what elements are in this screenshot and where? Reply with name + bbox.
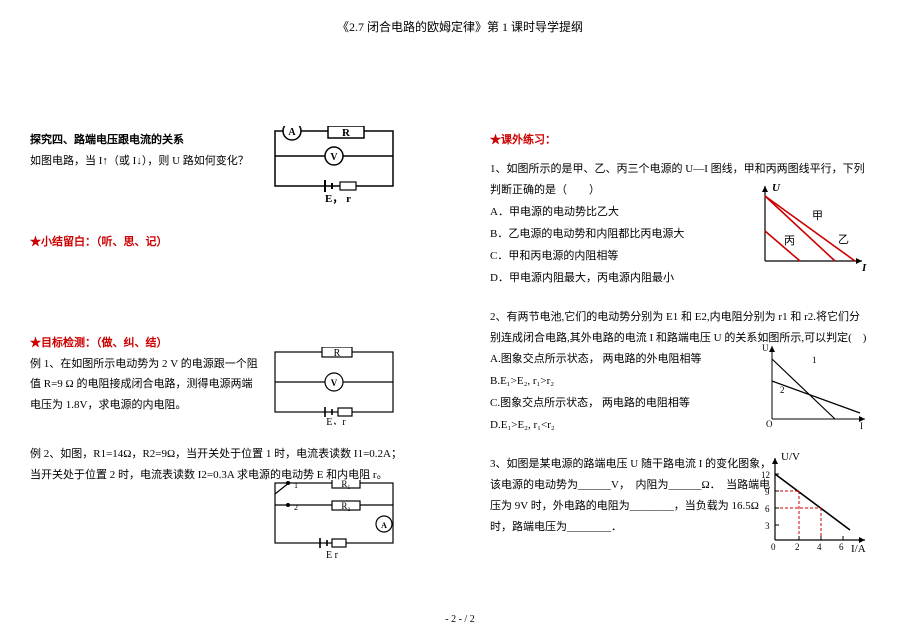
q1-opt-c: C．甲和丙电源的内阻相等 bbox=[490, 245, 750, 267]
svg-text:R₁: R₁ bbox=[341, 480, 350, 489]
svg-text:U: U bbox=[772, 182, 781, 194]
q2-opt-c: C.图象交点所示状态， 两电路的电阻相等 bbox=[490, 392, 750, 414]
ex2-block: 例 2、如图，R1=14Ω，R2=9Ω，当开关处于位置 1 时，电流表读数 I1… bbox=[30, 444, 410, 486]
svg-text:1: 1 bbox=[812, 355, 817, 365]
section-explore4: 探究四、路端电压跟电流的关系 如图电路，当 I↑（或 I↓），则 U 路如何变化… bbox=[30, 130, 410, 172]
svg-text:2: 2 bbox=[294, 503, 298, 512]
q1-opt-b: B．乙电源的电动势和内阻都比丙电源大 bbox=[490, 223, 750, 245]
svg-text:R: R bbox=[334, 348, 341, 359]
svg-text:1: 1 bbox=[294, 481, 298, 490]
doc-title: 《2.7 闭合电路的欧姆定律》第 1 课时导学提纲 bbox=[0, 0, 920, 35]
q3-text: 3、如图是某电源的路端电压 U 随干路电流 I 的变化图象，该电源的电动势为__… bbox=[490, 454, 780, 538]
svg-text:A: A bbox=[288, 127, 296, 138]
svg-text:U/V: U/V bbox=[781, 451, 800, 463]
svg-text:9: 9 bbox=[765, 487, 770, 497]
svg-text:R: R bbox=[342, 127, 351, 139]
right-column: ★课外练习： 1、如图所示的是甲、乙、丙三个电源的 U—I 图线，甲和丙两图线平… bbox=[460, 130, 900, 556]
circuit-fig-1: R A V E， r bbox=[270, 126, 400, 206]
ui-graph-q1: U I 甲 乙 丙 bbox=[750, 181, 870, 276]
practice-title: ★课外练习： bbox=[490, 130, 870, 151]
svg-text:E，r: E，r bbox=[326, 417, 346, 425]
circuit-fig-3: R₁ R₂ 1 2 A E r bbox=[270, 480, 400, 560]
ex1-text: 例 1、在如图所示电动势为 2 V 的电源跟一个阻值 R=9 Ω 的电阻接成闭合… bbox=[30, 354, 260, 417]
svg-text:6: 6 bbox=[765, 504, 770, 514]
svg-text:4: 4 bbox=[817, 542, 822, 552]
svg-text:12: 12 bbox=[761, 470, 770, 480]
svg-text:I: I bbox=[860, 421, 863, 431]
svg-text:2: 2 bbox=[795, 542, 800, 552]
svg-text:R₂: R₂ bbox=[341, 501, 350, 511]
q1-block: 1、如图所示的是甲、乙、丙三个电源的 U—I 图线，甲和丙两图线平行，下列判断正… bbox=[490, 159, 870, 289]
q3-block: 3、如图是某电源的路端电压 U 随干路电流 I 的变化图象，该电源的电动势为__… bbox=[490, 454, 870, 538]
q1-opt-a: A．甲电源的电动势比乙大 bbox=[490, 201, 750, 223]
q2-block: 2、有两节电池,它们的电动势分别为 E1 和 E2,内电阻分别为 r1 和 r2… bbox=[490, 307, 870, 437]
svg-text:I: I bbox=[861, 262, 867, 274]
check-block: ★目标检测：（做、纠、结） 例 1、在如图所示电动势为 2 V 的电源跟一个阻值… bbox=[30, 333, 410, 417]
svg-text:V: V bbox=[330, 152, 338, 163]
svg-text:O: O bbox=[766, 419, 773, 429]
q1-opt-d: D．甲电源内阻最大，丙电源内阻最小 bbox=[490, 267, 750, 289]
q2-opt-a: A.图象交点所示状态， 两电路的外电阻相等 bbox=[490, 348, 750, 370]
ui-graph-q3: U/V I/A 12 9 6 3 0 2 4 6 bbox=[755, 450, 870, 555]
page-footer: - 2 - / 2 bbox=[0, 614, 920, 625]
explore4-q: 如图电路，当 I↑（或 I↓），则 U 路如何变化？ bbox=[30, 151, 250, 172]
summary-title: ★小结留白：（听、思、记） bbox=[30, 232, 410, 253]
q2-opt-d: D.E₁>E₂, r₁<r₂ bbox=[490, 414, 750, 436]
svg-text:I/A: I/A bbox=[851, 543, 866, 555]
svg-text:乙: 乙 bbox=[838, 233, 849, 246]
svg-text:A: A bbox=[381, 521, 387, 530]
svg-text:丙: 丙 bbox=[784, 235, 795, 247]
svg-text:E r: E r bbox=[326, 550, 339, 560]
svg-text:E， r: E， r bbox=[325, 193, 351, 205]
svg-text:甲: 甲 bbox=[812, 210, 823, 222]
svg-text:V: V bbox=[331, 378, 338, 388]
svg-text:2: 2 bbox=[780, 385, 785, 395]
circuit-fig-2: R V E，r bbox=[270, 347, 400, 425]
svg-text:U: U bbox=[762, 343, 769, 353]
q2-opt-b: B.E₁>E₂, r₁>r₂ bbox=[490, 370, 750, 392]
svg-text:0: 0 bbox=[771, 542, 776, 552]
ui-graph-q2: U I O 1 2 bbox=[760, 341, 870, 431]
svg-text:3: 3 bbox=[765, 521, 770, 531]
left-column: 探究四、路端电压跟电流的关系 如图电路，当 I↑（或 I↓），则 U 路如何变化… bbox=[0, 130, 440, 504]
svg-text:6: 6 bbox=[839, 542, 844, 552]
